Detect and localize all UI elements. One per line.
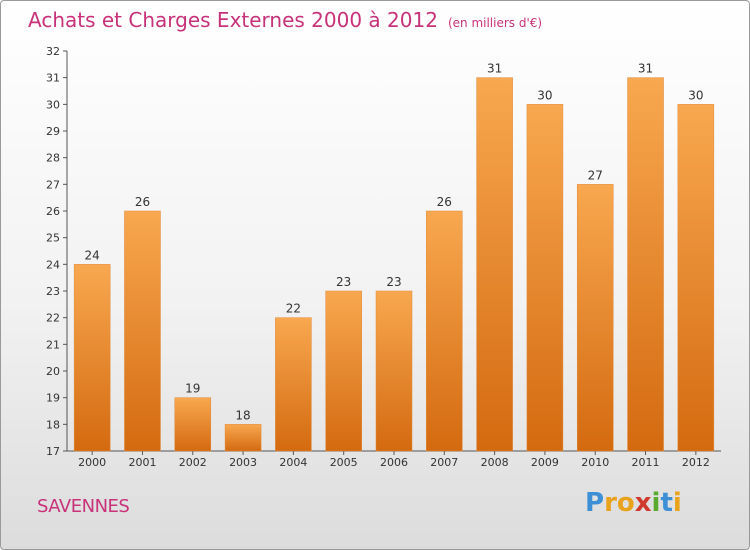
title-text: Achats et Charges Externes 2000 à 2012 xyxy=(28,8,438,32)
bar-2001 xyxy=(124,210,161,452)
bar-2008 xyxy=(476,77,513,452)
bar-value-label: 22 xyxy=(286,302,301,316)
unit-label: (en milliers d'€) xyxy=(447,16,543,30)
proxiti-logo[interactable]: Proxiti xyxy=(585,488,682,518)
x-tick-label: 2004 xyxy=(279,456,307,469)
x-tick-label: 2001 xyxy=(128,456,156,469)
bar-2007 xyxy=(426,210,463,452)
bar-2003 xyxy=(224,424,262,452)
y-tick-label: 29 xyxy=(46,125,60,138)
y-tick-label: 17 xyxy=(46,445,60,458)
bar-value-label: 27 xyxy=(588,168,603,182)
bar-2009 xyxy=(526,104,564,452)
bar-value-label: 24 xyxy=(85,248,100,262)
y-tick-label: 25 xyxy=(46,232,60,245)
bar-2002 xyxy=(174,397,212,452)
y-tick-label: 26 xyxy=(46,205,60,218)
y-tick-label: 28 xyxy=(46,152,60,165)
bar-2012 xyxy=(677,104,715,452)
x-tick-label: 2007 xyxy=(430,456,458,469)
bar-2006 xyxy=(375,290,413,452)
bar-value-label: 31 xyxy=(487,62,502,76)
y-tick-label: 18 xyxy=(46,418,60,431)
bar-2004 xyxy=(275,317,312,452)
x-tick-label: 2003 xyxy=(229,456,257,469)
x-tick-label: 2011 xyxy=(632,456,660,469)
y-tick-label: 20 xyxy=(46,365,60,378)
logo-letter: o xyxy=(616,488,635,518)
logo-letter: r xyxy=(604,488,617,518)
bar-value-label: 30 xyxy=(688,88,703,102)
x-tick-label: 2009 xyxy=(531,456,559,469)
bar-2011 xyxy=(627,77,664,452)
y-tick-label: 19 xyxy=(46,392,60,405)
bar-value-label: 30 xyxy=(537,88,552,102)
bar-value-label: 23 xyxy=(336,275,351,289)
y-tick-label: 31 xyxy=(46,72,60,85)
x-tick-label: 2006 xyxy=(380,456,408,469)
bar-value-label: 26 xyxy=(437,195,452,209)
y-tick-label: 21 xyxy=(46,338,60,351)
y-tick-label: 23 xyxy=(46,285,60,298)
x-tick-label: 2005 xyxy=(330,456,358,469)
logo-letter: P xyxy=(585,488,605,518)
bar-2010 xyxy=(576,184,614,452)
logo-letter: x xyxy=(634,488,652,518)
y-tick-label: 24 xyxy=(46,258,60,271)
bar-value-label: 23 xyxy=(386,275,401,289)
axes: 17 18 19 20 21 22 23 24 25 26 27 28 29 30 31 32 2000 2001… xyxy=(46,45,721,469)
city-name: SAVENNES xyxy=(37,496,130,517)
y-tick-label: 27 xyxy=(46,178,60,191)
x-tick-label: 2012 xyxy=(682,456,710,469)
bar-value-label: 19 xyxy=(185,382,200,396)
bar-2005 xyxy=(325,290,362,452)
logo-letter: t xyxy=(660,488,673,518)
bar-2000 xyxy=(73,264,111,452)
y-tick-label: 30 xyxy=(46,98,60,111)
y-tick-label: 32 xyxy=(46,45,60,58)
logo-letter: i xyxy=(672,488,682,518)
bars: 24 26 19 18 22 23 23 26 31 30 27 31 30 xyxy=(73,62,715,452)
x-tick-label: 2002 xyxy=(179,456,207,469)
logo-letter: i xyxy=(651,488,661,518)
bar-value-label: 31 xyxy=(638,62,653,76)
x-tick-label: 2000 xyxy=(78,456,106,469)
y-tick-label: 22 xyxy=(46,312,60,325)
chart-title: Achats et Charges Externes 2000 à 2012 (e… xyxy=(28,8,542,32)
x-tick-label: 2008 xyxy=(481,456,509,469)
bar-value-label: 18 xyxy=(235,408,250,422)
bar-value-label: 26 xyxy=(135,195,150,209)
x-tick-label: 2010 xyxy=(581,456,609,469)
